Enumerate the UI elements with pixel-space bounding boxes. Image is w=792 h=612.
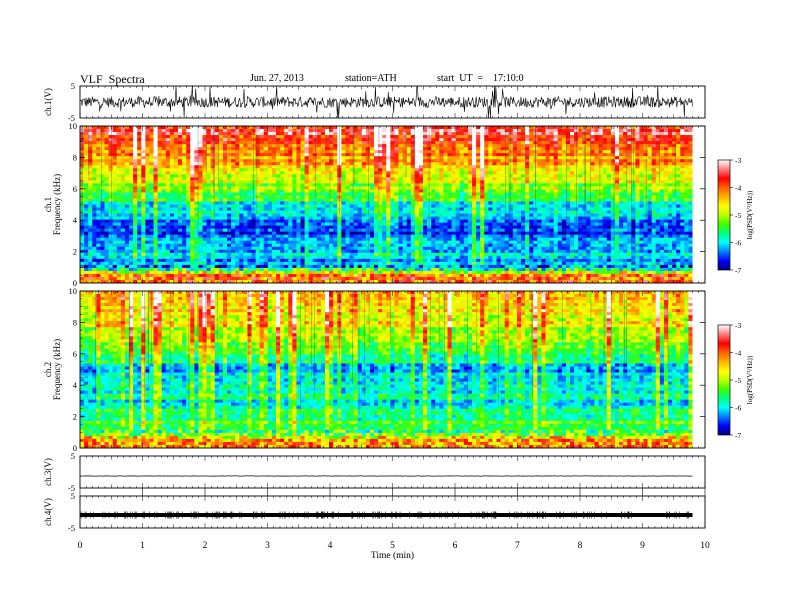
- timeseries-ch4-timeseries: [80, 511, 693, 519]
- timeseries-ch1-timeseries: [79, 85, 693, 119]
- xtick-label: 5: [390, 541, 395, 551]
- colorbar-tick-label: -3: [735, 321, 741, 330]
- xtick-label: 10: [700, 541, 710, 551]
- y-axis-label: ch.4(V): [43, 498, 53, 526]
- channel-label: ch.1: [43, 197, 53, 212]
- station-label: station=ATH: [345, 73, 397, 84]
- xtick-label: 4: [328, 541, 333, 551]
- colorbar-tick-label: -3: [735, 156, 741, 165]
- ytick-label: 8: [73, 317, 77, 327]
- colorbar-tick-label: -6: [735, 404, 741, 413]
- y-axis-label: ch.3(V): [43, 458, 53, 486]
- y-axis-label: ch.1(V): [43, 88, 53, 116]
- ytick-label: 10: [69, 121, 78, 131]
- ytick-label: 4: [73, 380, 78, 390]
- ytick-label: 5: [71, 81, 75, 91]
- ch1-signal: [79, 85, 693, 119]
- xtick-label: 7: [515, 541, 520, 551]
- spectrogram-ch2-spectrogram: [80, 291, 705, 449]
- colorbar-label: log(PSD(V²/Hz)): [746, 355, 754, 404]
- y-axis-label: Frequency (kHz): [52, 339, 62, 400]
- xtick-label: 1: [140, 541, 145, 551]
- colorbar-label: log(PSD(V²/Hz)): [746, 190, 754, 239]
- chart-title: VLF Spectra: [80, 72, 145, 86]
- ytick-label: 0: [73, 443, 77, 453]
- x-axis-label: Time (min): [371, 550, 414, 561]
- y-axis-label: Frequency (kHz): [52, 174, 62, 235]
- start-time-label: start UT = 17:10:0: [437, 73, 524, 84]
- ytick-label: 2: [73, 412, 77, 422]
- ytick-label: 5: [71, 491, 75, 501]
- ytick-label: 2: [73, 247, 77, 257]
- channel-label: ch.2: [43, 362, 53, 377]
- colorbar: [717, 159, 731, 271]
- colorbar: [717, 324, 731, 436]
- ytick-label: 0: [73, 278, 77, 288]
- date-label: Jun. 27, 2013: [250, 73, 304, 84]
- xtick-label: 2: [203, 541, 208, 551]
- xtick-label: 3: [265, 541, 270, 551]
- ytick-label: 5: [71, 451, 75, 461]
- colorbar-tick-label: -5: [735, 211, 741, 220]
- xtick-label: 9: [640, 541, 645, 551]
- ytick-label: 4: [73, 215, 78, 225]
- ytick-label: -5: [68, 523, 75, 533]
- colorbar-tick-label: -7: [735, 431, 741, 440]
- ytick-label: 8: [73, 152, 77, 162]
- colorbar-tick-label: -4: [735, 349, 741, 358]
- ch4-signal: [80, 513, 693, 517]
- colorbar-tick-label: -7: [735, 266, 741, 275]
- xtick-label: 6: [453, 541, 458, 551]
- colorbar-tick-label: -6: [735, 239, 741, 248]
- colorbar-tick-label: -4: [735, 184, 741, 193]
- colorbar-tick-label: -5: [735, 376, 741, 385]
- ytick-label: -5: [68, 113, 75, 123]
- ytick-label: -5: [68, 483, 75, 493]
- ytick-label: 6: [73, 349, 77, 359]
- spectrogram-ch1-spectrogram: [80, 126, 705, 284]
- ytick-label: 10: [69, 286, 78, 296]
- xtick-label: 0: [78, 541, 83, 551]
- ytick-label: 6: [73, 184, 77, 194]
- xtick-label: 8: [578, 541, 583, 551]
